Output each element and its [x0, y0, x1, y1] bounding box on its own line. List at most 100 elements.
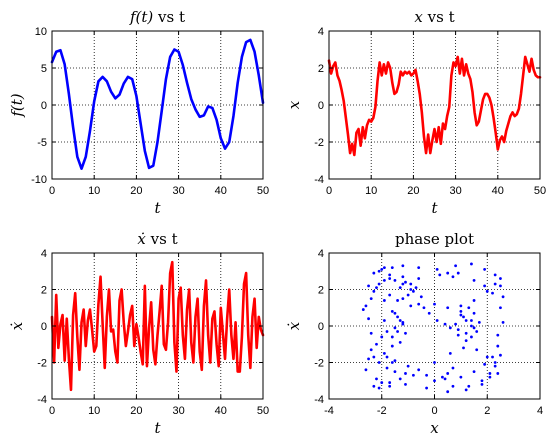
scatter-point	[372, 271, 376, 275]
y-tick-label: 2	[318, 285, 324, 297]
x-tick-label: 20	[407, 185, 419, 197]
x-tick-label: 10	[88, 405, 100, 417]
scatter-point	[470, 319, 473, 322]
scatter-point	[364, 368, 368, 372]
scatter-point	[483, 362, 487, 366]
scatter-point	[422, 306, 426, 310]
scatter-point	[372, 289, 376, 293]
y-tick-label: -2	[37, 358, 47, 370]
scatter-point	[433, 379, 436, 383]
scatter-point	[475, 348, 479, 352]
scatter-point	[454, 264, 457, 268]
x-tick-label: 0	[49, 185, 55, 197]
scatter-point	[375, 286, 378, 290]
scatter-point	[401, 320, 405, 324]
scatter-point	[451, 275, 455, 279]
y-axis-label: x	[285, 100, 303, 109]
scatter-point	[390, 361, 394, 364]
x-tick-label: 0	[431, 405, 437, 417]
scatter-point	[459, 375, 463, 379]
chart-title-math: ẋ	[137, 230, 146, 248]
chart-title-rest: vs t	[153, 8, 185, 26]
scatter-point	[499, 353, 502, 357]
subplot-phase-plot: -4 -2 0 2 4 -4 -2 0 2 4 phase plot x ẋ	[285, 230, 543, 437]
scatter-point	[367, 284, 370, 288]
y-tick-label: 10	[35, 26, 47, 38]
scatter-point	[483, 284, 487, 288]
y-tick-label: -2	[314, 137, 324, 149]
scatter-point	[404, 280, 407, 284]
y-tick-label: 0	[41, 321, 47, 333]
scatter-point	[467, 384, 471, 388]
scatter-point	[382, 319, 386, 322]
y-tick-label: -10	[31, 174, 47, 186]
x-tick-label: 40	[492, 185, 504, 197]
scatter-point	[480, 379, 484, 383]
y-axis-label: ẋ	[285, 321, 303, 330]
scatter-point	[477, 320, 481, 324]
scatter-point	[398, 286, 402, 290]
scatter-point	[459, 310, 463, 313]
scatter-point	[369, 331, 373, 335]
chart-title-math: f(t)	[129, 8, 153, 26]
scatter-point	[454, 322, 457, 326]
chart-title: f(t) vs t	[129, 8, 185, 26]
scatter-point	[406, 293, 410, 297]
scatter-point	[377, 269, 381, 273]
y-axis-label: f(t)	[8, 93, 26, 117]
scatter-point	[499, 284, 502, 288]
scatter-point	[496, 372, 500, 375]
y-tick-label: -4	[314, 174, 324, 186]
scatter-point	[369, 348, 373, 352]
scatter-point	[404, 383, 407, 386]
scatter-point	[382, 351, 386, 355]
y-tick-label: 4	[318, 248, 324, 260]
scatter-point	[446, 390, 450, 394]
scatter-point	[493, 364, 497, 368]
scatter-point	[369, 297, 373, 301]
subplot-x-vs-t: 0 10 20 30 40 50 -4 -2 0 2 4 x vs t t x	[285, 8, 546, 217]
x-tick-label: -4	[324, 405, 334, 417]
scatter-point	[488, 375, 492, 379]
scatter-point	[472, 278, 476, 282]
scatter-point	[499, 277, 502, 280]
scatter-point	[472, 299, 476, 302]
scatter-point	[488, 372, 492, 375]
scatter-point	[485, 289, 489, 293]
y-tick-label: 0	[318, 100, 324, 112]
scatter-point	[393, 278, 397, 282]
scatter-point	[441, 375, 444, 379]
scatter-point	[417, 266, 421, 269]
scatter-point	[456, 271, 460, 275]
scatter-point	[464, 339, 468, 342]
chart-title: x vs t	[414, 8, 454, 26]
x-tick-label: 50	[257, 405, 269, 417]
scatter-point	[501, 295, 505, 299]
chart-title: phase plot	[395, 230, 474, 248]
scatter-point	[456, 333, 460, 337]
x-axis-label: t	[154, 419, 161, 437]
scatter-point	[464, 388, 468, 392]
scatter-point	[375, 377, 378, 381]
scatter-point	[404, 331, 407, 335]
scatter-point	[380, 268, 384, 271]
scatter-point	[393, 311, 397, 315]
scatter-point	[448, 351, 452, 355]
scatter-point	[462, 315, 465, 319]
scatter-point	[412, 289, 415, 293]
y-axis-label: ẋ	[8, 321, 26, 330]
scatter-point	[491, 291, 494, 295]
scatter-point	[372, 384, 376, 388]
scatter-point	[499, 306, 502, 310]
scatter-point	[472, 326, 476, 330]
x-tick-label: 2	[484, 405, 490, 417]
y-tick-label: 0	[41, 100, 47, 112]
x-tick-label: 40	[215, 405, 227, 417]
scatter-point	[467, 306, 471, 310]
scatter-point	[396, 299, 399, 302]
scatter-point	[433, 361, 436, 364]
scatter-point	[459, 313, 463, 317]
scatter-point	[472, 311, 476, 315]
series-line	[50, 38, 265, 170]
scatter-point	[417, 302, 421, 306]
